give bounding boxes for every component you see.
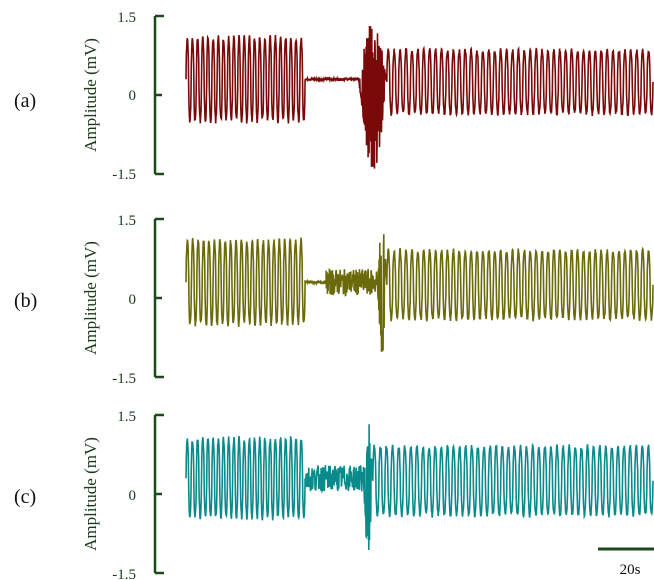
panel-a-label: (a) <box>14 90 36 112</box>
panel-b-series-line <box>185 234 654 352</box>
panel-c-axis <box>153 413 164 575</box>
panel-a-ylabel: Amplitude (mV) <box>81 38 100 152</box>
panel-a-ytick-bot: -1.5 <box>112 167 136 183</box>
panel-b-ylabel: Amplitude (mV) <box>81 241 100 355</box>
panel-b-ytick-bot: -1.5 <box>112 371 136 387</box>
panel-a-axis <box>153 14 164 176</box>
panel-a: (a) Amplitude (mV) 1.5 0 -1.5 <box>14 10 654 183</box>
panel-b-label: (b) <box>14 290 37 312</box>
panel-a-ytick-top: 1.5 <box>117 10 136 26</box>
panel-b-ytick-mid: 0 <box>129 292 137 308</box>
panel-b-ytick-top: 1.5 <box>117 213 136 229</box>
panel-c-ytick-mid: 0 <box>129 488 137 504</box>
panel-c-series-line <box>185 424 654 551</box>
scale-bar-label: 20s <box>620 562 641 578</box>
panel-b-axis <box>153 217 164 379</box>
panel-c-ylabel: Amplitude (mV) <box>81 437 100 551</box>
panel-c-ytick-bot: -1.5 <box>112 567 136 580</box>
panel-c-ytick-top: 1.5 <box>117 409 136 425</box>
panel-c-label: (c) <box>14 486 36 508</box>
panel-a-ytick-mid: 0 <box>129 88 137 104</box>
panel-b: (b) Amplitude (mV) 1.5 0 -1.5 <box>14 213 654 387</box>
panel-a-series-line <box>185 25 654 169</box>
panel-c: (c) Amplitude (mV) 1.5 0 -1.5 <box>14 409 654 580</box>
scale-bar: 20s <box>598 547 654 578</box>
